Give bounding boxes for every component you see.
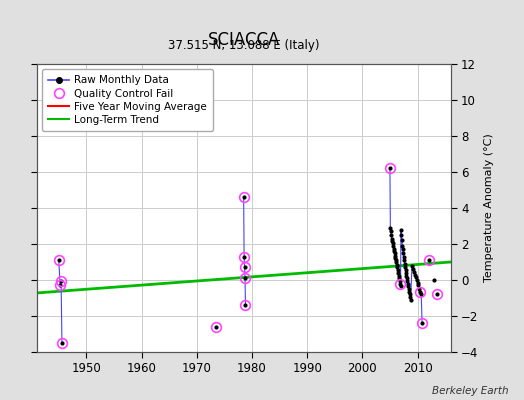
Text: Berkeley Earth: Berkeley Earth (432, 386, 508, 396)
Text: 37.515 N, 13.088 E (Italy): 37.515 N, 13.088 E (Italy) (168, 40, 320, 52)
Y-axis label: Temperature Anomaly (°C): Temperature Anomaly (°C) (484, 134, 494, 282)
Title: SCIACCA: SCIACCA (208, 30, 280, 48)
Legend: Raw Monthly Data, Quality Control Fail, Five Year Moving Average, Long-Term Tren: Raw Monthly Data, Quality Control Fail, … (42, 69, 213, 131)
